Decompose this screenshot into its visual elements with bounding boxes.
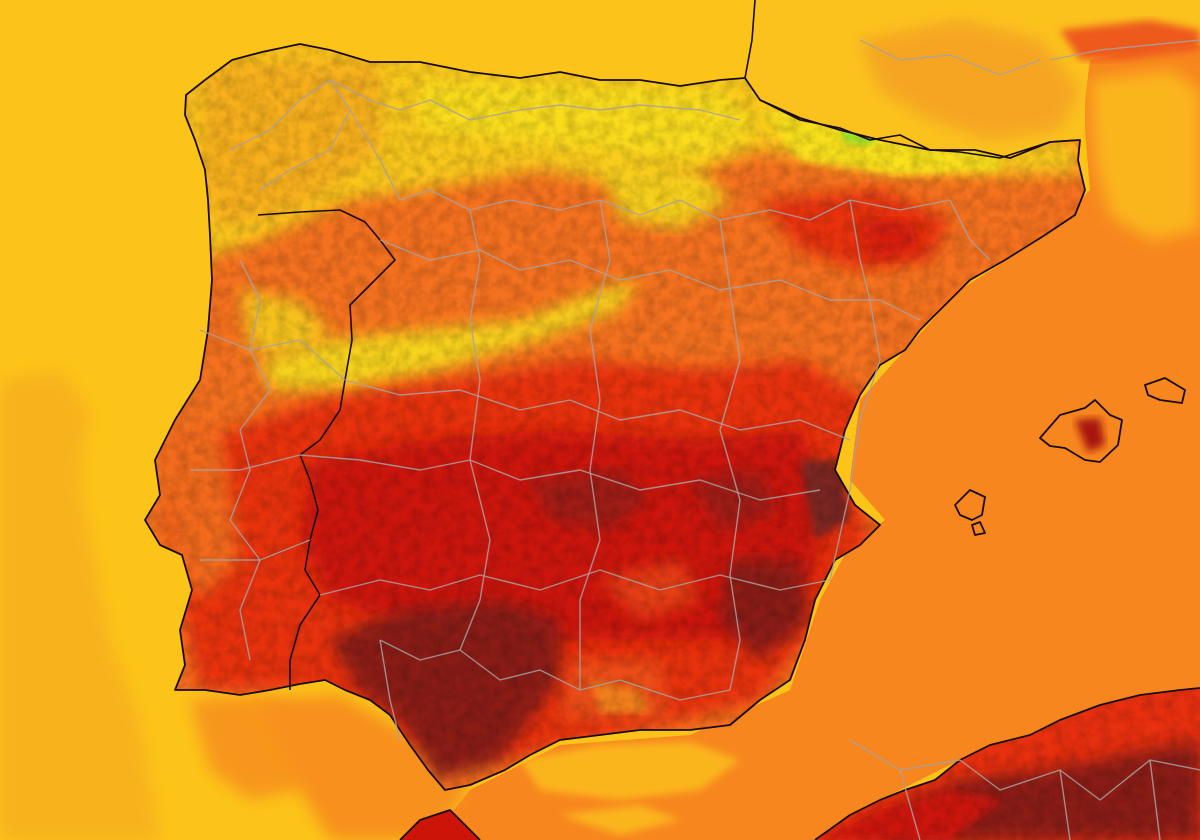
morocco-land	[400, 810, 480, 840]
country-borders	[257, 0, 1079, 690]
balearic-islands	[954, 377, 1186, 536]
province-borders	[190, 39, 1200, 840]
france-land	[745, 0, 1200, 158]
coastline-layer	[144, 43, 1200, 840]
